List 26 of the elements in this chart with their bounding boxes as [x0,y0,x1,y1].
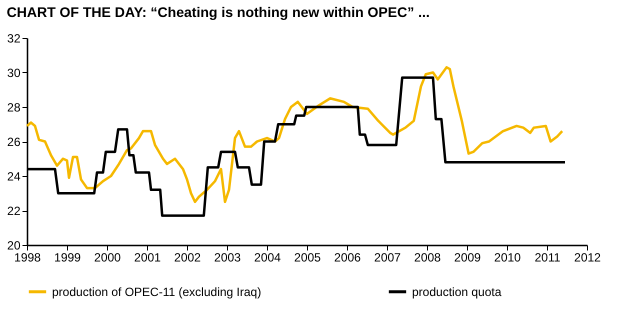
x-tick-label: 2002 [174,250,202,264]
x-tick-label: 2005 [294,250,322,264]
y-tick-label: 20 [7,238,21,252]
x-tick-label: 2001 [134,250,162,264]
y-tick-label: 26 [7,135,21,149]
x-tick-label: 2011 [534,250,561,264]
x-tick-label: 2008 [414,250,442,264]
x-tick-label: 1999 [54,250,82,264]
x-tick-label: 2009 [454,250,482,264]
x-tick-label: 2007 [374,250,402,264]
y-tick-label: 30 [7,66,21,80]
y-tick-label: 22 [7,204,21,218]
x-tick-label: 1998 [14,250,42,264]
x-tick-label: 2000 [94,250,122,264]
chart-title: CHART OF THE DAY: “Cheating is nothing new within OPEC” ... [6,4,430,20]
x-tick-label: 2010 [494,250,522,264]
y-tick-label: 32 [7,32,21,46]
line-series [26,66,564,204]
x-tick-label: 2003 [214,250,242,264]
x-tick-label: 2004 [254,250,282,264]
legend-label: production quota [412,284,502,299]
x-tick-label: 2012 [574,250,602,264]
x-tick-label: 2006 [334,250,362,264]
y-tick-label: 24 [7,170,21,184]
y-tick-label: 28 [7,100,21,114]
legend-label: production of OPEC-11 (excluding Iraq) [52,284,262,299]
